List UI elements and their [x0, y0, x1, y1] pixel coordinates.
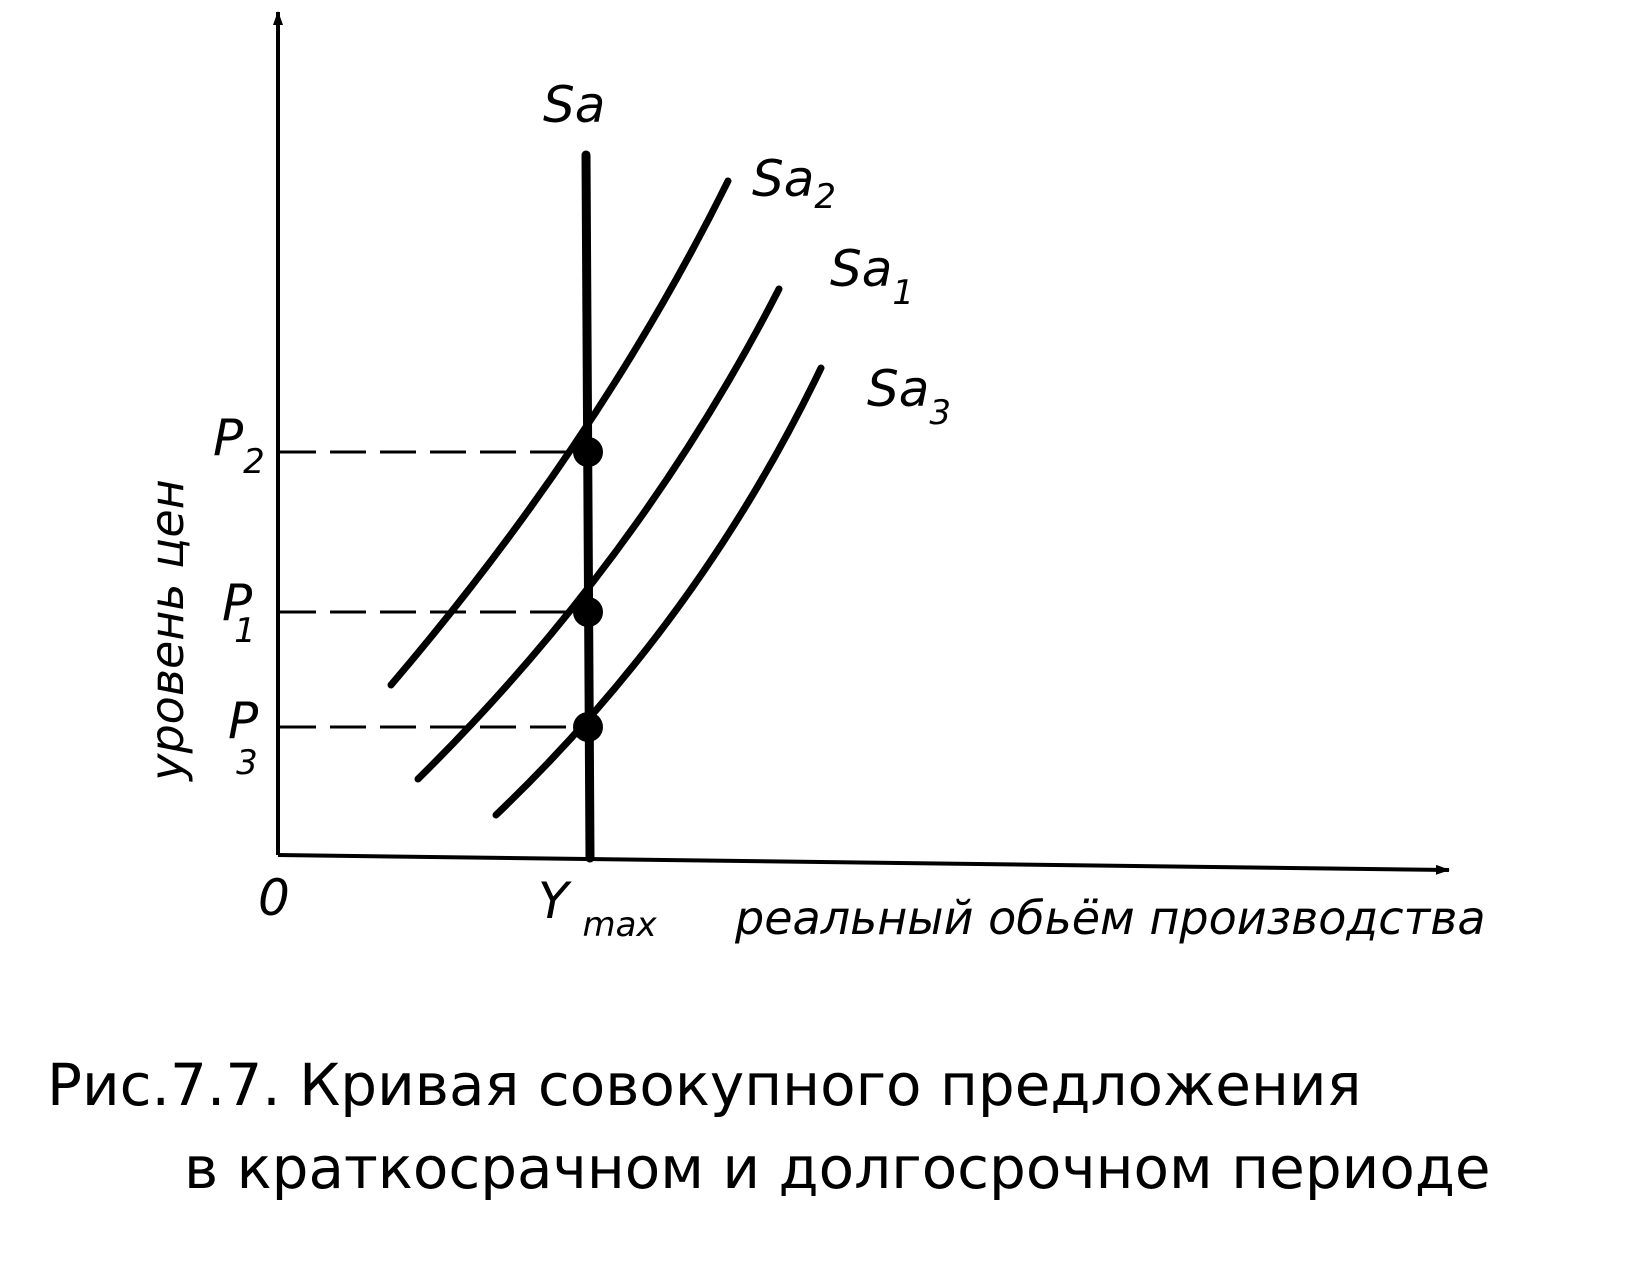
label-part: 2 [243, 442, 265, 482]
origin-label: 0 [258, 869, 290, 927]
label-part: 2 [814, 177, 836, 217]
equilibrium-point [573, 597, 603, 627]
curve-label: Sa3 [867, 360, 951, 433]
equilibrium-point [573, 712, 603, 742]
caption-line: в краткосрачном и долгосрочном периоде [184, 1134, 1491, 1202]
label-part: 3 [236, 743, 258, 783]
price-label: P1 [222, 574, 256, 651]
label-part: 1 [234, 611, 256, 651]
curve-label: Sa [543, 76, 605, 134]
equilibrium-point [573, 437, 603, 467]
label-part: P [213, 409, 244, 467]
caption-line: Рис.7.7. Кривая совокупного предложения [47, 1051, 1362, 1119]
long-run-curve [581, 150, 595, 863]
label-part: Y [538, 872, 572, 930]
price-label: P2 [213, 409, 265, 482]
price-guides [280, 450, 588, 729]
curves [387, 150, 825, 863]
label-part: max [583, 905, 658, 945]
label-part: Sa [867, 360, 929, 418]
curve-label: Sa1 [830, 240, 914, 313]
label-part: Sa [543, 76, 605, 134]
label-part: Sa [752, 150, 814, 208]
x-axis-label: реальный обьём производства [734, 891, 1486, 945]
sa2-curve [387, 177, 732, 689]
label-part: P [222, 574, 253, 632]
curve-label: Sa2 [752, 150, 836, 217]
label-part: Sa [830, 240, 892, 298]
sa1-curve [414, 285, 783, 783]
y-axis-label: уровень цен [140, 479, 194, 782]
label-part: 3 [929, 393, 951, 433]
x-axis [277, 853, 1450, 875]
label-part: 1 [892, 273, 914, 313]
sa3-curve [492, 364, 825, 819]
label-part: P [228, 692, 259, 750]
